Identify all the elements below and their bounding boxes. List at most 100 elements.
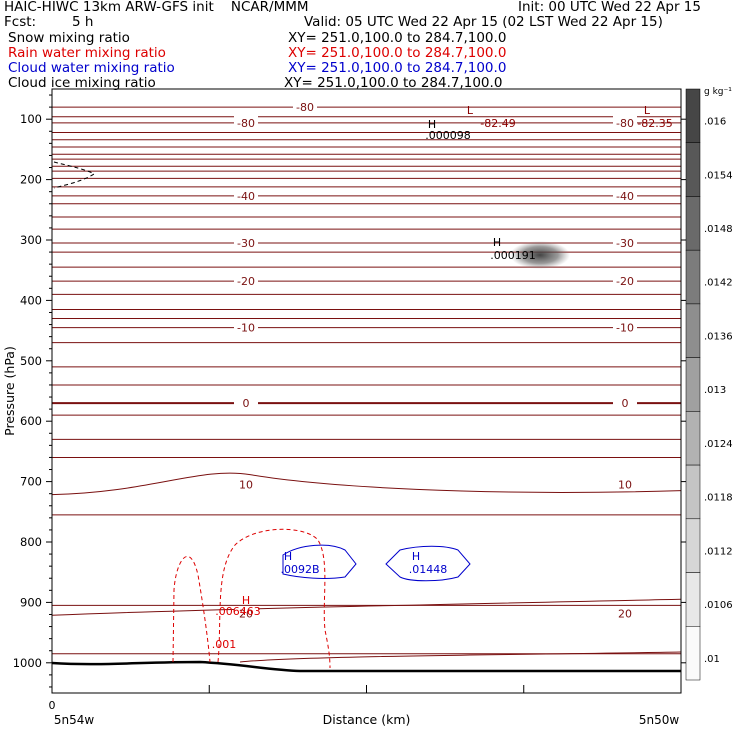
isotherm-label-bg — [234, 274, 258, 288]
rain-contour-label: .001 — [212, 638, 237, 651]
colorbar-cell — [685, 88, 701, 143]
valid-time: Valid: 05 UTC Wed 22 Apr 15 (02 LST Wed … — [304, 14, 663, 30]
colorbar-label-9: .0106 — [704, 600, 733, 611]
isotherm-label-1-1: -80 — [616, 117, 634, 130]
colorbar-label-3: .0142 — [704, 278, 733, 289]
isotherm-label-bg — [293, 100, 317, 114]
field-name-snow: Snow mixing ratio — [8, 30, 130, 46]
isotherm-label-0-0: -80 — [296, 101, 314, 114]
colorbar-cell — [685, 303, 701, 358]
isotherm-label-5-1: -10 — [616, 322, 634, 335]
isotherm-label-bg — [613, 274, 637, 288]
isotherm-label-bg — [234, 115, 258, 129]
forecast-hour: 5 h — [72, 14, 94, 30]
isotherm-label-5-0: -10 — [237, 322, 255, 335]
colorbar-cell — [685, 142, 701, 197]
x-tick-label-0: 0 — [49, 699, 56, 712]
terrain-line — [51, 660, 681, 673]
field-xy-cloud-ice: XY= 251.0,100.0 to 284.7,100.0 — [284, 75, 503, 91]
isotherm-label-3-1: -30 — [616, 237, 634, 250]
colorbar-cell — [685, 249, 701, 305]
isotherm-label-bg — [234, 477, 258, 491]
isotherm-label-bg — [613, 188, 637, 202]
isotherm-label-bg — [613, 477, 637, 491]
extremum-0-letter: L — [467, 104, 474, 117]
snow-shading — [510, 241, 570, 269]
isotherm-label-2-0: -40 — [237, 190, 255, 203]
colorbar-label-0: .016 — [704, 117, 726, 128]
figure-title: HAIC-HIWC 13km ARW-GFS init NCAR/MMM — [4, 0, 309, 15]
y-tick-label-700: 700 — [20, 475, 42, 489]
extremum-5-value: .01448 — [409, 563, 448, 576]
colorbar-label-4: .0136 — [704, 331, 733, 342]
isotherm-label-bg — [234, 188, 258, 202]
isotherm-label-8-0: 20 — [239, 607, 253, 620]
colorbar-label-2: .0148 — [704, 224, 733, 235]
y-tick-label-300: 300 — [20, 233, 42, 247]
y-tick-label-600: 600 — [20, 414, 42, 428]
isotherm-label-6-1: 0 — [622, 397, 629, 410]
colorbar-cell — [685, 572, 701, 627]
isotherm-label-7-0: 10 — [239, 479, 253, 492]
isotherm-7 — [51, 472, 682, 496]
isotherm-label-2-1: -40 — [616, 190, 634, 203]
colorbar-label-1: .0154 — [704, 170, 733, 181]
colorbar-cell — [685, 518, 701, 573]
isotherm-label-8-1: 20 — [618, 607, 632, 620]
cloud-water-contour-2 — [385, 545, 471, 582]
x-end-label-right: 5n50w — [639, 713, 680, 727]
isotherm-label-7-1: 10 — [618, 479, 632, 492]
isotherm-label-bg — [234, 236, 258, 250]
extremum-6-value: .006463 — [215, 605, 261, 618]
cloud-ice-contour — [53, 161, 95, 189]
isotherm-label-bg — [234, 320, 258, 334]
y-tick-label-500: 500 — [20, 354, 42, 368]
isotherm-8 — [51, 598, 682, 616]
isotherm-label-4-1: -20 — [616, 275, 634, 288]
isotherm-label-bg — [234, 606, 258, 620]
rain-contour-1 — [172, 556, 211, 663]
field-name-rain: Rain water mixing ratio — [8, 45, 166, 61]
isotherm-label-3-0: -30 — [237, 237, 255, 250]
y-tick-label-100: 100 — [20, 112, 42, 126]
y-axis-label: Pressure (hPa) — [2, 346, 17, 436]
y-tick-label-400: 400 — [20, 293, 42, 307]
y-tick-label-800: 800 — [20, 535, 42, 549]
colorbar-label-6: .0124 — [704, 439, 733, 450]
isotherm-label-1-0: -80 — [237, 117, 255, 130]
plot-frame — [51, 88, 682, 694]
isotherm-label-bg — [613, 236, 637, 250]
isotherm-label-4-0: -20 — [237, 275, 255, 288]
colorbar-cell — [685, 196, 701, 251]
y-tick-label-200: 200 — [20, 173, 42, 187]
colorbar-cell — [685, 464, 701, 520]
extremum-4-letter: H — [284, 550, 292, 563]
colorbar-unit: g kg⁻¹ — [704, 87, 732, 97]
isotherm-label-bg — [234, 396, 258, 410]
extremum-2-value: .000098 — [425, 129, 471, 142]
isotherm-label-bg — [613, 396, 637, 410]
extremum-4-value: .0092B — [280, 563, 319, 576]
x-end-label-left: 5n54w — [54, 713, 95, 727]
extremum-3-letter: H — [493, 236, 501, 249]
extremum-2-letter: H — [428, 118, 436, 131]
colorbar-cell — [685, 626, 701, 681]
y-tick-label-900: 900 — [20, 595, 42, 609]
colorbar-label-5: .013 — [704, 385, 726, 396]
field-xy-snow: XY= 251.0,100.0 to 284.7,100.0 — [288, 30, 507, 46]
extremum-0-value: -82.49 — [480, 117, 515, 130]
field-xy-rain: XY= 251.0,100.0 to 284.7,100.0 — [288, 45, 507, 61]
extremum-1-value: -82.35 — [637, 117, 672, 130]
isotherm-label-bg — [613, 115, 637, 129]
extremum-1-letter: L — [644, 104, 651, 117]
x-axis-label: Distance (km) — [323, 712, 411, 727]
forecast-label: Fcst: — [4, 14, 37, 30]
extremum-5-letter: H — [412, 550, 420, 563]
colorbar-label-8: .0112 — [704, 546, 733, 557]
field-name-cloud-ice: Cloud ice mixing ratio — [8, 75, 156, 91]
extremum-3-value: .000191 — [490, 249, 536, 262]
colorbar-cell — [685, 357, 701, 412]
isotherm-label-6-0: 0 — [243, 397, 250, 410]
